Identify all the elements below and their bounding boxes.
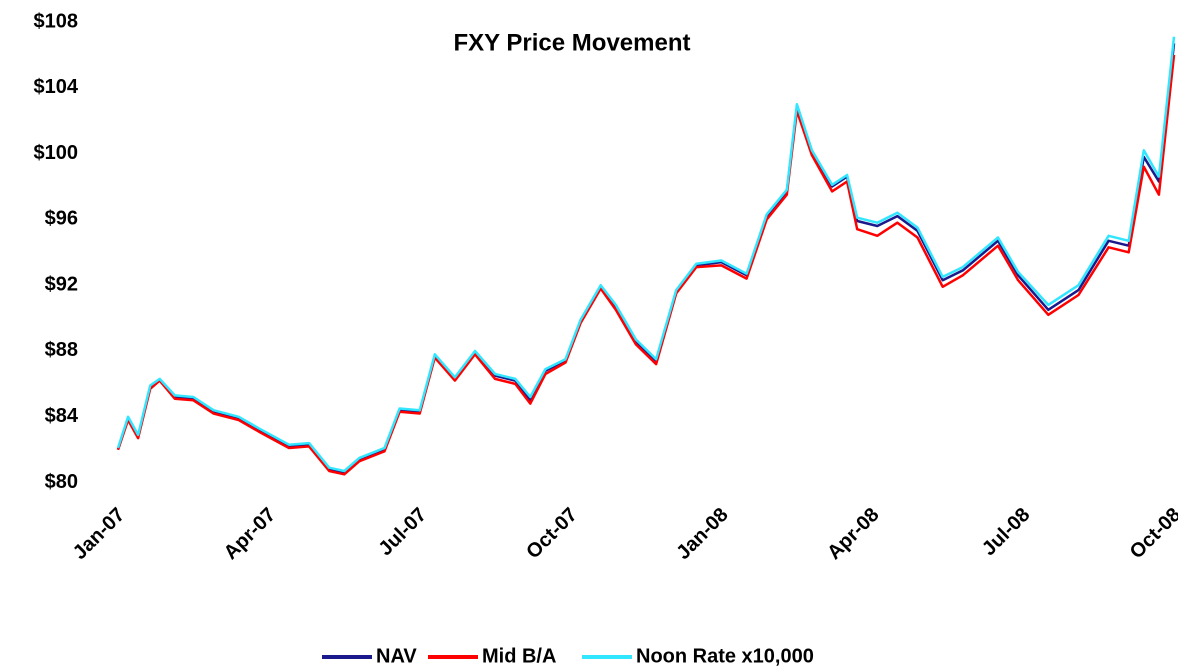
y-tick-label: $96 — [45, 208, 78, 230]
chart-title: FXY Price Movement — [454, 29, 691, 56]
legend-label: Noon Rate x10,000 — [636, 645, 814, 667]
x-tick-label: Jan-07 — [69, 504, 129, 564]
series-line — [116, 36, 1176, 473]
legend-label: NAV — [376, 645, 417, 667]
y-tick-label: $80 — [45, 471, 78, 493]
x-tick-label: Jan-08 — [672, 504, 732, 564]
x-tick-label: Oct-07 — [522, 504, 582, 564]
x-tick-label: Jul-07 — [375, 504, 431, 560]
y-tick-label: $84 — [45, 405, 79, 427]
x-tick-label: Apr-08 — [823, 504, 883, 564]
series-line — [116, 43, 1176, 474]
y-tick-label: $108 — [34, 10, 79, 32]
x-tick-label: Oct-08 — [1126, 504, 1178, 564]
y-tick-label: $88 — [45, 339, 78, 361]
x-tick-label: Jul-08 — [978, 504, 1034, 560]
series-line — [116, 54, 1176, 476]
legend-label: Mid B/A — [482, 645, 556, 667]
y-tick-label: $92 — [45, 273, 78, 295]
x-tick-label: Apr-07 — [220, 504, 280, 564]
y-tick-label: $100 — [34, 142, 79, 164]
y-tick-label: $104 — [34, 76, 79, 98]
